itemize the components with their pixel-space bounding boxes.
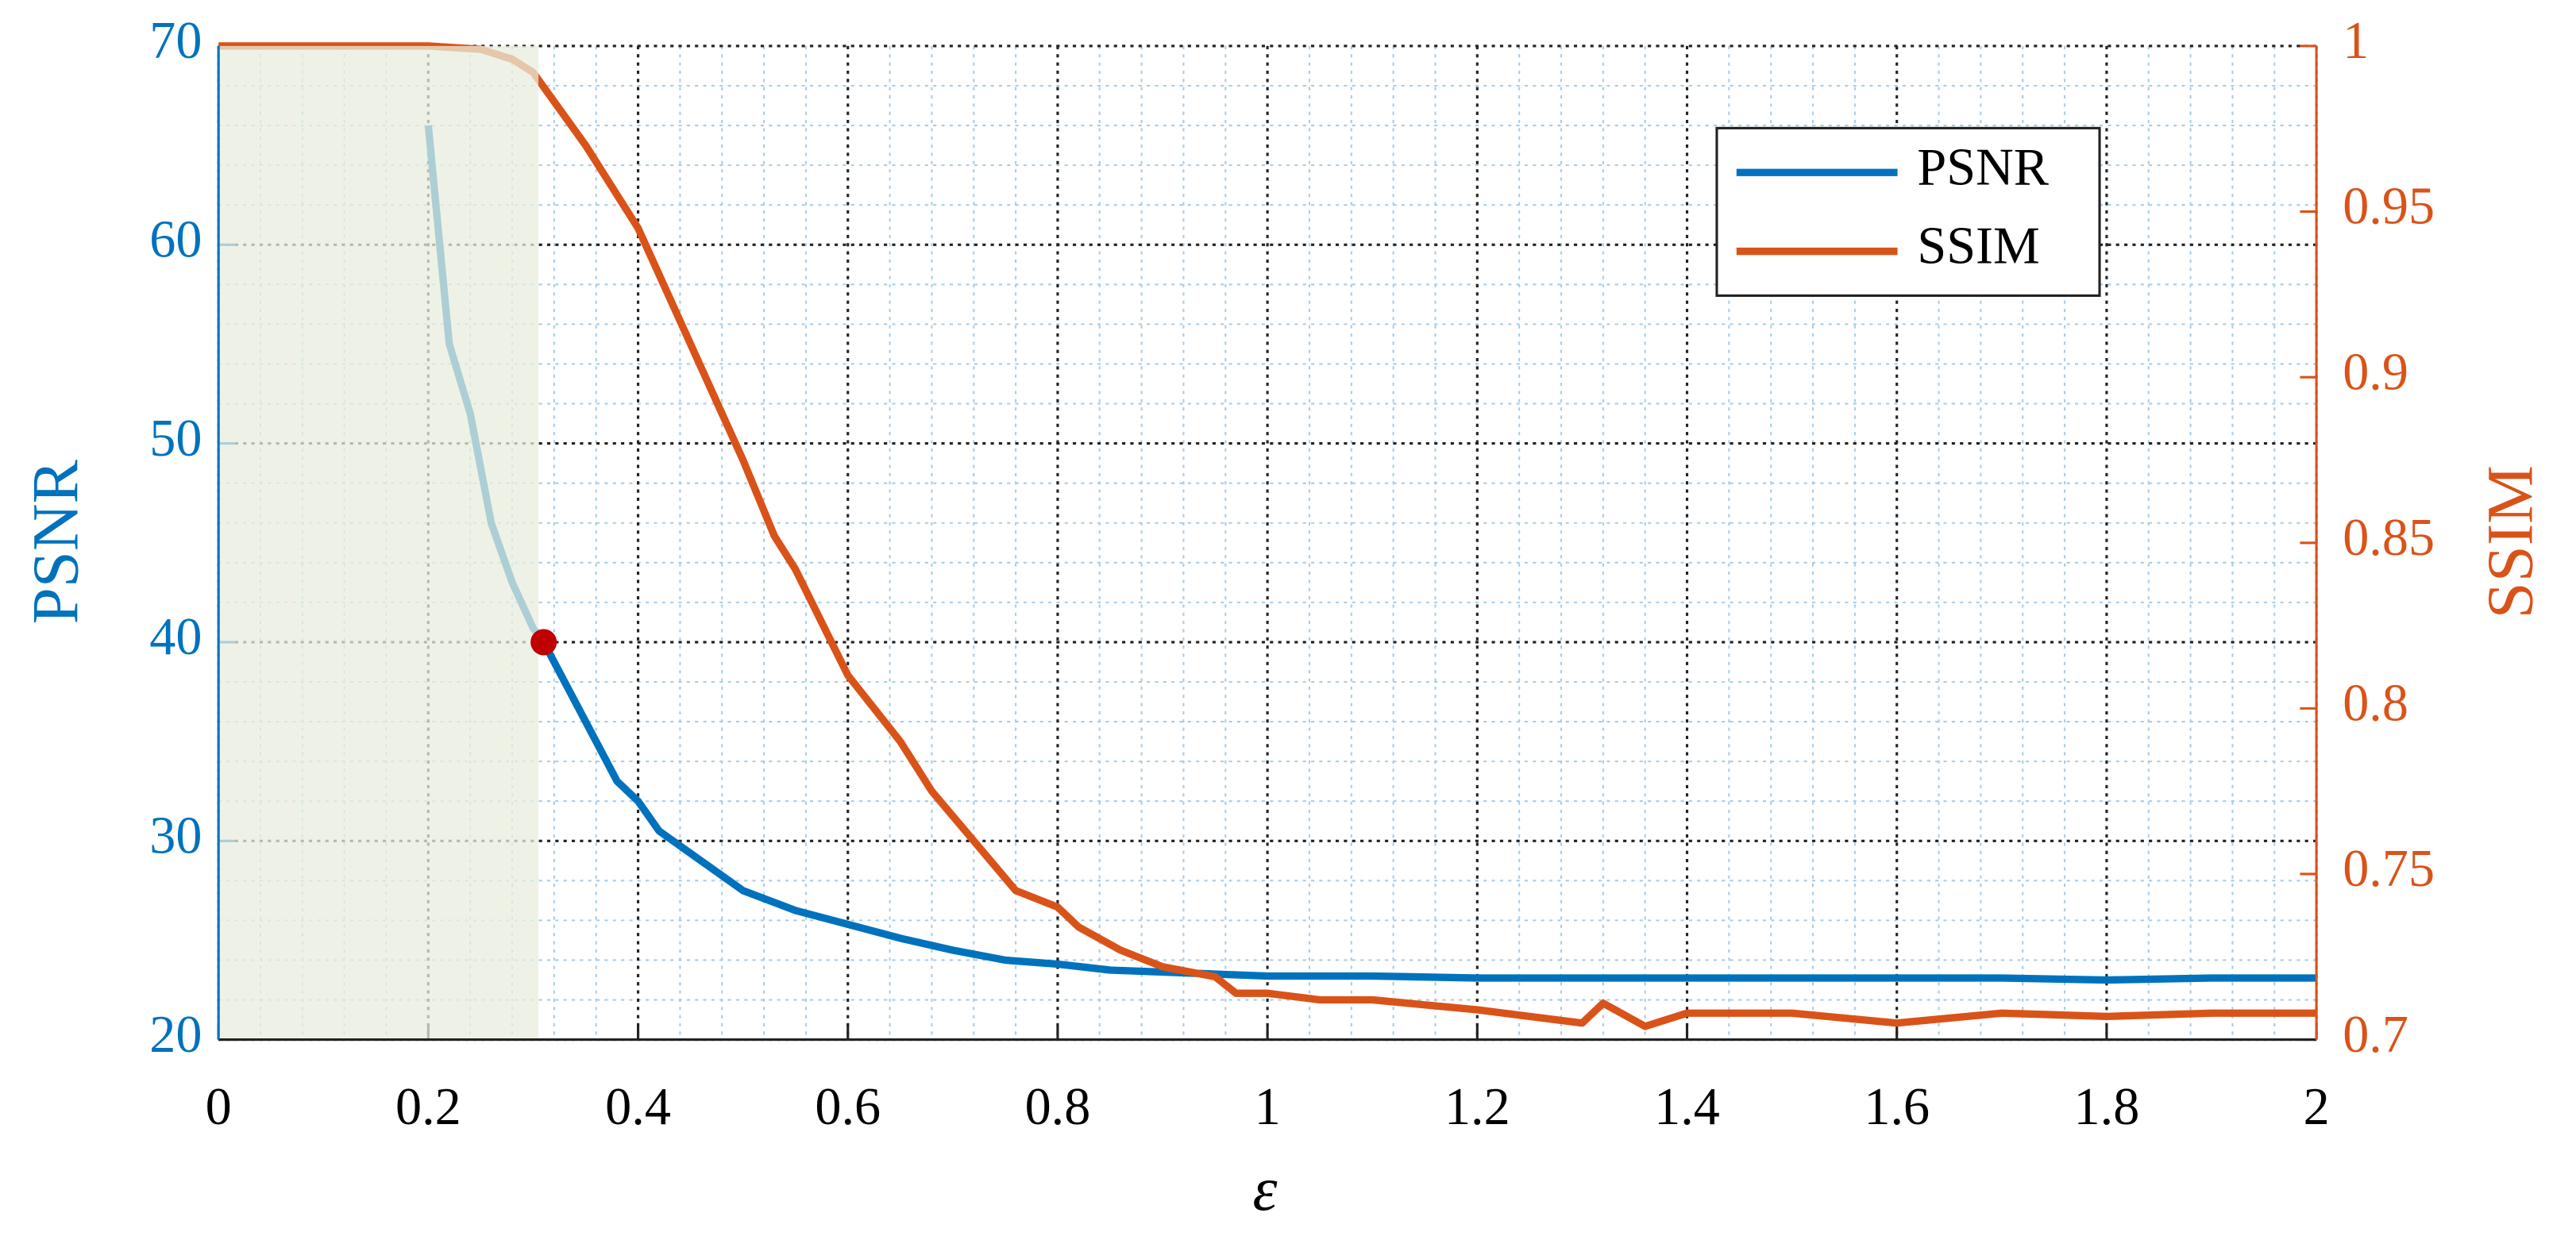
- marker-point: [530, 629, 557, 656]
- y2-tick-label: 1: [2343, 12, 2369, 70]
- y-axis-label: PSNR: [19, 459, 92, 624]
- line-series: [218, 42, 2317, 1030]
- y2-tick-label: 0.85: [2343, 509, 2435, 567]
- x-tick-label: 2: [2304, 1078, 2330, 1136]
- x-tick-label: 1: [1255, 1078, 1281, 1136]
- y2-tick-label: 0.75: [2343, 840, 2435, 898]
- y-tick-label: 20: [149, 1006, 202, 1064]
- legend-box: [1715, 126, 2101, 297]
- x-tick-label: 1.8: [2074, 1078, 2140, 1136]
- y-tick-label: 30: [149, 807, 202, 865]
- y2-tick-label: 0.8: [2343, 675, 2408, 733]
- x-tick-label: 1.6: [1864, 1078, 1930, 1136]
- y2-tick-label: 0.95: [2343, 178, 2435, 236]
- y-tick-label: 70: [149, 12, 202, 70]
- x-tick-label: 0.8: [1025, 1078, 1091, 1136]
- y-tick-label: 60: [149, 210, 202, 268]
- x-tick-label: 0: [206, 1078, 232, 1136]
- x-tick-label: 0.4: [605, 1078, 671, 1136]
- y-tick-label: 40: [149, 608, 202, 666]
- x-tick-label: 1.4: [1654, 1078, 1720, 1136]
- x-axis-label: ε: [1253, 1155, 1278, 1224]
- y2-axis-label: SSIM: [2474, 465, 2547, 618]
- y-tick-label: 50: [149, 410, 202, 468]
- x-tick-label: 0.6: [815, 1078, 881, 1136]
- legend-label: PSNR: [1917, 138, 2049, 196]
- y2-tick-label: 0.9: [2343, 343, 2408, 401]
- x-tick-label: 1.2: [1444, 1078, 1510, 1136]
- y2-tick-label: 0.7: [2343, 1006, 2408, 1064]
- legend-label: SSIM: [1917, 218, 2040, 275]
- highlight-region: [218, 45, 539, 1040]
- x-tick-label: 0.2: [395, 1078, 461, 1136]
